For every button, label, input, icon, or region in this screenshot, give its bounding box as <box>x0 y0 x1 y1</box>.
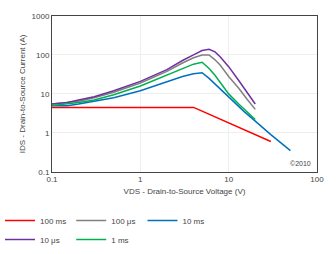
svg-text:©2010: ©2010 <box>290 160 311 167</box>
svg-text:10: 10 <box>40 90 49 99</box>
svg-text:0.1: 0.1 <box>38 168 50 177</box>
svg-text:100 μs: 100 μs <box>111 217 135 226</box>
svg-text:1: 1 <box>138 175 143 184</box>
svg-text:VDS - Drain-to-Source Voltage: VDS - Drain-to-Source Voltage (V) <box>124 187 246 196</box>
svg-text:1 ms: 1 ms <box>111 236 128 245</box>
svg-text:IDS - Drain-to-Source Current: IDS - Drain-to-Source Current (A) <box>18 34 27 153</box>
svg-text:100 ms: 100 ms <box>40 217 66 226</box>
svg-text:1000: 1000 <box>32 12 50 21</box>
svg-text:10 ms: 10 ms <box>182 217 204 226</box>
svg-text:1: 1 <box>45 129 50 138</box>
svg-text:100: 100 <box>36 51 50 60</box>
svg-text:0.1: 0.1 <box>46 175 58 184</box>
svg-text:10 μs: 10 μs <box>40 236 60 245</box>
svg-text:10: 10 <box>224 175 233 184</box>
svg-text:100: 100 <box>310 175 324 184</box>
